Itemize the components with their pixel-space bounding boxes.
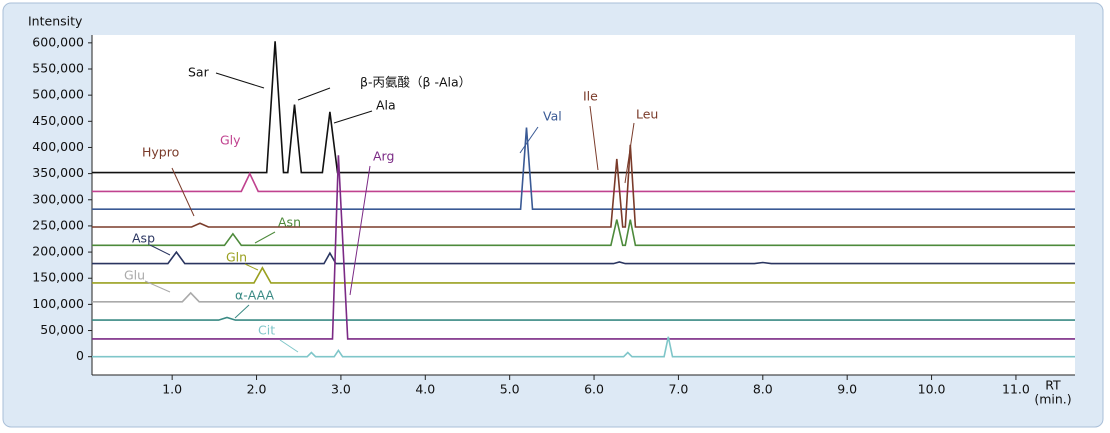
y-tick-label: 600,000 xyxy=(32,34,84,49)
peak-label: Ala xyxy=(376,98,396,113)
trace xyxy=(92,127,1075,210)
x-tick-label: 11.0 xyxy=(1002,382,1030,397)
peak-label: Glu xyxy=(124,268,145,283)
y-tick-label: 500,000 xyxy=(32,87,84,102)
trace xyxy=(92,250,1075,265)
y-tick-label: 150,000 xyxy=(32,270,84,285)
peak-label: Sar xyxy=(188,65,210,80)
trace xyxy=(92,155,1075,340)
peak-label: Cit xyxy=(258,323,275,338)
peak-label: Hypro xyxy=(142,145,179,160)
y-tick-label: 100,000 xyxy=(32,296,84,311)
leader-line xyxy=(624,122,635,184)
y-tick-label: 250,000 xyxy=(32,217,84,232)
x-tick-label: 8.0 xyxy=(753,382,773,397)
x-tick-label: 5.0 xyxy=(500,382,520,397)
leader-line xyxy=(333,110,373,124)
leader-line xyxy=(234,304,250,319)
y-tick-label: 400,000 xyxy=(32,139,84,154)
peak-label: Ile xyxy=(583,89,598,104)
trace xyxy=(92,144,1075,228)
leader-line xyxy=(171,167,195,217)
trace xyxy=(92,336,1075,358)
x-tick-label: 2.0 xyxy=(247,382,267,397)
trace xyxy=(92,291,1075,303)
y-axis-label: Intensity xyxy=(28,14,83,29)
y-tick-label: 0 xyxy=(76,348,84,363)
peak-label: Leu xyxy=(636,107,658,122)
plot-area xyxy=(92,35,1075,375)
x-axis-unit: (min.) xyxy=(1034,392,1071,407)
y-tick-label: 350,000 xyxy=(32,165,84,180)
trace xyxy=(92,219,1075,247)
peak-label: Arg xyxy=(373,149,394,164)
peak-label: Gly xyxy=(220,133,241,148)
y-tick-label: 300,000 xyxy=(32,191,84,206)
trace xyxy=(92,316,1075,321)
x-tick-label: 7.0 xyxy=(668,382,688,397)
leader-line xyxy=(519,126,539,154)
trace xyxy=(92,41,1075,174)
leader-line xyxy=(589,105,599,171)
x-tick-label: 6.0 xyxy=(584,382,604,397)
y-tick-label: 50,000 xyxy=(40,322,84,337)
peak-label: α-AAA xyxy=(235,288,275,303)
peak-label: Val xyxy=(543,109,562,124)
leader-line xyxy=(254,231,276,244)
x-axis-label: RT xyxy=(1045,378,1061,393)
x-tick-label: 9.0 xyxy=(837,382,857,397)
y-tick-label: 200,000 xyxy=(32,244,84,259)
peak-label: Gln xyxy=(226,250,247,265)
leader-line xyxy=(149,244,171,256)
x-tick-label: 10.0 xyxy=(918,382,946,397)
peak-label: Asp xyxy=(132,231,155,246)
x-tick-label: 4.0 xyxy=(415,382,435,397)
trace xyxy=(92,266,1075,284)
x-tick-label: 3.0 xyxy=(331,382,351,397)
x-tick-label: 1.0 xyxy=(162,382,182,397)
peak-label: β-丙氨酸（β -Ala） xyxy=(360,75,471,90)
leader-line xyxy=(244,263,259,271)
leader-line xyxy=(349,165,371,296)
peak-label: Asn xyxy=(278,215,301,230)
y-tick-label: 550,000 xyxy=(32,61,84,76)
leader-line xyxy=(297,87,331,101)
y-tick-label: 450,000 xyxy=(32,113,84,128)
leader-line xyxy=(279,339,299,353)
leader-line xyxy=(215,72,265,89)
leader-line xyxy=(144,280,171,293)
